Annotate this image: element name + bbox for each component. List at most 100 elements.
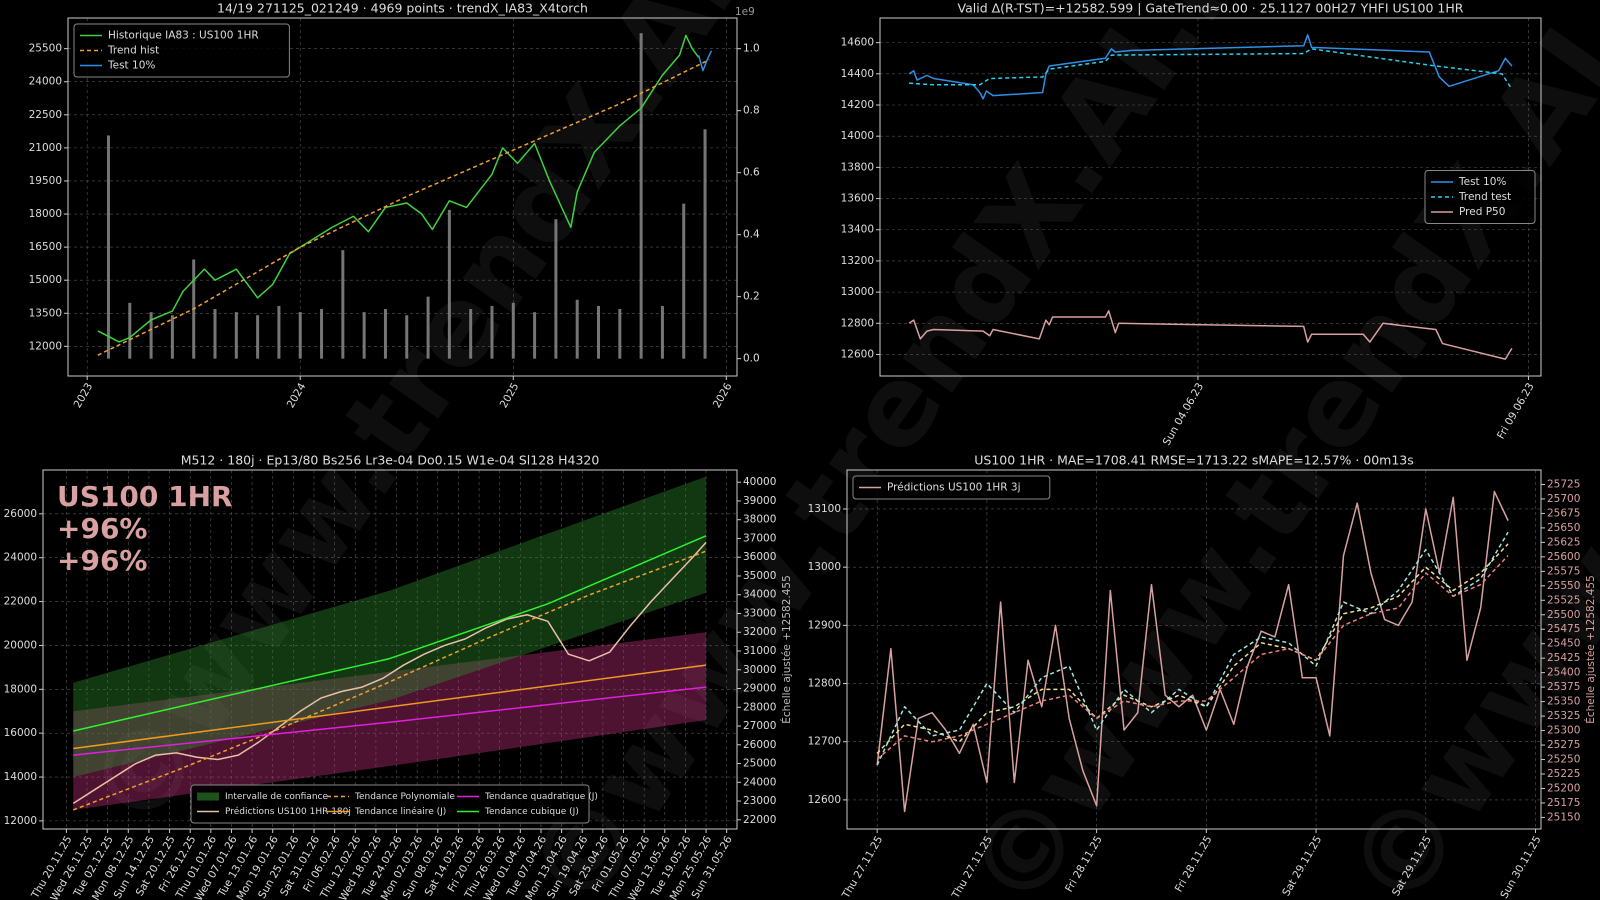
y-tick-label: 26000 <box>4 508 37 520</box>
volume-bar <box>533 312 537 359</box>
y-tick-label: 15000 <box>29 274 62 286</box>
volume-bar <box>149 312 153 359</box>
y2-tick-label: 25400 <box>1547 667 1580 679</box>
legend-box <box>190 784 590 824</box>
y2-tick-label: 0.8 <box>743 105 760 117</box>
volume-bar <box>682 203 686 359</box>
x-tick-label: 2023 <box>72 381 96 410</box>
series-line <box>908 34 1513 100</box>
y-tick-label: 20000 <box>4 639 37 651</box>
y-tick-label: 12600 <box>841 348 874 360</box>
y-tick-label: 24000 <box>4 552 37 564</box>
y-tick-label: 18000 <box>29 208 62 220</box>
y-tick-label: 22000 <box>4 596 37 608</box>
chart-title: Valid Δ(R-TST)=+12582.599 | GateTrend≈0.… <box>958 1 1464 16</box>
y-tick-label: 13600 <box>841 193 874 205</box>
volume-bar <box>597 305 601 359</box>
y-tick-label: 25500 <box>29 43 62 55</box>
y2-tick-label: 1.0 <box>743 43 760 55</box>
volume-bar <box>170 315 174 359</box>
chart-title: US100 1HR · MAE=1708.41 RMSE=1713.22 sMA… <box>974 453 1414 468</box>
y2-tick-label: 34000 <box>743 589 776 601</box>
annotation: US100 1HR <box>57 480 233 513</box>
y2-tick-label: 30000 <box>743 664 776 676</box>
legend-label: Prédictions US100 1HR 3j <box>887 482 1021 494</box>
y2-tick-label: 24000 <box>743 776 776 788</box>
plot-area <box>876 490 1509 813</box>
y-tick-label: 13800 <box>841 161 874 173</box>
series-line <box>72 541 707 804</box>
y-tick-label: 24000 <box>29 76 62 88</box>
y2-tick-label: 0.0 <box>743 353 760 365</box>
legend: Intervalle de confiance Prédictions US100… <box>190 784 598 824</box>
y-tick-label: 12900 <box>808 619 841 631</box>
x-tick-label: Sun 04.06.23 <box>1161 381 1206 448</box>
y-tick-label: 12700 <box>808 736 841 748</box>
series-line <box>73 664 707 750</box>
volume-bar <box>341 250 345 359</box>
volume-bar <box>618 309 622 359</box>
volume-bar <box>703 129 707 359</box>
y2-tick-label: 25225 <box>1547 768 1580 780</box>
y2-tick-label: 26000 <box>743 739 776 751</box>
y-tick-label: 21000 <box>29 142 62 154</box>
y2-tick-label: 22000 <box>743 814 776 826</box>
y-tick-label: 12600 <box>808 794 841 806</box>
legend-label: Historique IA83 : US100 1HR <box>108 30 259 42</box>
legend-label: Tendance Polynomiale <box>354 792 455 802</box>
y2-tick-label: 25500 <box>1547 609 1580 621</box>
series-line <box>876 490 1509 813</box>
y2-tick-label: 31000 <box>743 645 776 657</box>
series-line <box>97 59 710 356</box>
y2-tick-label: 40000 <box>743 476 776 488</box>
y2-tick-label: 25450 <box>1547 638 1580 650</box>
x-tick-label: 2024 <box>285 381 309 410</box>
legend-swatch <box>197 792 219 801</box>
legend: Historique IA83 : US100 1HR Trend hist Tes… <box>73 23 290 78</box>
legend-label: Intervalle de confiance <box>225 792 328 802</box>
volume-bar <box>426 296 430 359</box>
series-line <box>697 50 713 72</box>
y2-tick-label: 25000 <box>743 758 776 770</box>
y-tick-label: 13500 <box>29 307 62 319</box>
legend-box <box>1424 170 1536 224</box>
y-tick-label: 22500 <box>29 109 62 121</box>
volume-bar <box>320 309 324 359</box>
y2-tick-label: 25175 <box>1547 797 1580 809</box>
volume-bar <box>213 309 217 359</box>
y2-offset-label: 1e9 <box>735 6 755 18</box>
volume-bar <box>106 135 110 359</box>
y-tick-label: 12000 <box>29 340 62 352</box>
y2-tick-label: 0.6 <box>743 167 760 179</box>
y-tick-label: 13000 <box>841 286 874 298</box>
y2-tick-label: 25575 <box>1547 565 1580 577</box>
y2-tick-label: 25300 <box>1547 725 1580 737</box>
y-tick-label: 14200 <box>841 99 874 111</box>
volume-bar <box>554 219 558 359</box>
y-tick-label: 14000 <box>841 130 874 142</box>
y-tick-label: 14000 <box>4 771 37 783</box>
volume-bar <box>405 315 409 359</box>
y2-tick-label: 39000 <box>743 495 776 507</box>
y2-tick-label: 27000 <box>743 720 776 732</box>
volume-bar <box>447 209 451 359</box>
y2-tick-label: 37000 <box>743 532 776 544</box>
y2-axis-label: Échelle ajustée +12582.455 <box>780 575 793 724</box>
chart-panel: M512 · 180j · Ep13/80 Bs256 Lr3e-04 Do0.… <box>4 453 793 900</box>
series-line <box>909 48 1513 90</box>
legend-box <box>852 475 1051 500</box>
x-tick-label: Sun 30.11.25 <box>1498 834 1543 900</box>
y-tick-label: 12000 <box>4 815 37 827</box>
y2-tick-label: 25250 <box>1547 754 1580 766</box>
y2-tick-label: 25475 <box>1547 623 1580 635</box>
y-tick-label: 13000 <box>808 561 841 573</box>
legend-box <box>73 23 290 78</box>
x-tick-label: Fri 09.06.23 <box>1495 381 1537 441</box>
y2-tick-label: 25275 <box>1547 739 1580 751</box>
plot-area <box>72 476 707 811</box>
y-tick-label: 12800 <box>808 678 841 690</box>
confidence-band <box>73 632 707 810</box>
plot-frame <box>879 17 1542 377</box>
y2-tick-label: 29000 <box>743 683 776 695</box>
y2-tick-label: 25375 <box>1547 681 1580 693</box>
